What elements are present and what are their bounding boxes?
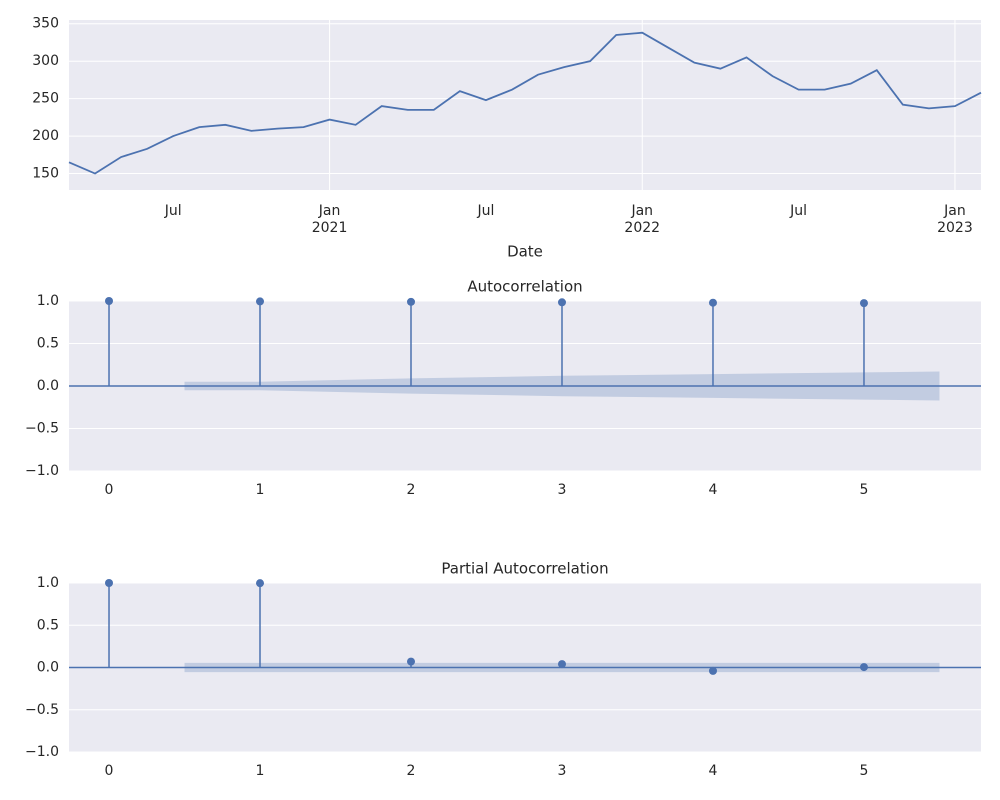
y-tick-label: 0.5: [37, 336, 59, 352]
y-tick-label: 150: [32, 166, 59, 182]
y-tick-label: 250: [32, 91, 59, 107]
y-tick-label: 1.0: [37, 575, 59, 591]
y-tick-label: 0.0: [37, 378, 59, 394]
x-tick-label: 0: [104, 763, 114, 779]
plot-background: [69, 20, 981, 190]
y-tick-label: −0.5: [25, 702, 59, 718]
y-tick-label: 0.5: [37, 617, 59, 633]
stem-marker: [859, 299, 868, 308]
x-tick-label: 1: [255, 482, 265, 498]
x-tick-label: 1: [255, 763, 265, 779]
x-tick-label: 5: [859, 763, 869, 779]
y-tick-label: 0.0: [37, 660, 59, 676]
y-tick-label: −0.5: [25, 421, 59, 437]
x-tick-label: 3: [557, 482, 567, 498]
x-tick-label: 4: [708, 763, 718, 779]
y-tick-label: 200: [32, 128, 59, 144]
x-tick-label: Jan 2021: [311, 203, 348, 236]
stem-marker: [708, 298, 717, 307]
x-tick-label: Jul: [164, 203, 182, 219]
y-tick-label: 300: [32, 53, 59, 69]
y-tick-label: −1.0: [25, 744, 59, 760]
x-tick-label: Jan 2022: [624, 203, 661, 236]
x-tick-label: 2: [406, 482, 416, 498]
stem-marker: [407, 297, 415, 306]
x-tick-label: 3: [557, 763, 567, 779]
stem-marker: [708, 666, 717, 675]
stem-marker: [557, 660, 566, 669]
stem-marker: [256, 579, 265, 588]
y-tick-label: 1.0: [37, 293, 59, 309]
stem-marker: [105, 579, 114, 587]
stem-marker: [105, 297, 114, 305]
y-tick-label: −1.0: [25, 463, 59, 479]
x-tick-label: 4: [708, 482, 718, 498]
x-tick-label: Jan 2023: [937, 203, 973, 236]
x-tick-label: 5: [859, 482, 869, 498]
x-tick-label: Jul: [790, 203, 808, 219]
stem-marker: [557, 298, 566, 307]
chart-title: Partial Autocorrelation: [441, 560, 608, 578]
x-tick-label: 0: [104, 482, 114, 498]
x-tick-label: 2: [406, 763, 416, 779]
price-line: [68, 31, 982, 175]
stem-marker: [407, 657, 415, 666]
x-tick-label: Jul: [477, 203, 495, 219]
stem-marker: [859, 663, 868, 672]
y-tick-label: 350: [32, 16, 59, 32]
x-axis-label: Date: [507, 243, 543, 261]
chart-title: Autocorrelation: [467, 278, 582, 296]
stem-marker: [256, 297, 265, 306]
